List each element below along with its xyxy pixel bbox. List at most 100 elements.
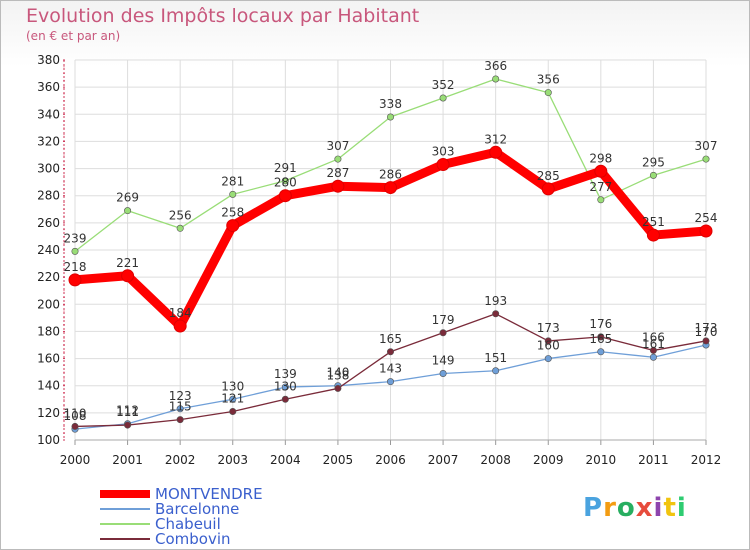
data-label: 160 (537, 339, 560, 353)
data-label: 307 (326, 139, 349, 153)
series-chabeuil (71, 75, 710, 255)
data-point (71, 422, 79, 430)
data-label: 184 (169, 306, 192, 320)
data-label: 121 (221, 392, 244, 406)
data-point (597, 196, 605, 204)
data-label: 251 (642, 215, 665, 229)
y-tick-label: 140 (37, 379, 60, 393)
chart-subtitle: (en € et par an) (26, 29, 120, 43)
data-label: 286 (379, 168, 402, 182)
series-combovin (71, 310, 710, 430)
data-label: 338 (379, 97, 402, 111)
data-point (492, 310, 500, 318)
data-point (176, 405, 184, 413)
x-tick-label: 2007 (428, 453, 459, 467)
series-layer (68, 75, 713, 433)
data-label: 298 (589, 151, 612, 165)
data-point (176, 224, 184, 232)
axes: 100 120 140 160 180 200 220 240 260 280 300 320 340 3… (37, 53, 721, 467)
legend-entry: Barcelonne (155, 500, 239, 518)
data-point (594, 164, 608, 178)
proxiti-logo: Proxiti (583, 493, 687, 523)
data-label: 151 (484, 351, 507, 365)
data-point (702, 337, 710, 345)
legend-entry: Chabeuil (155, 515, 221, 533)
data-label: 307 (695, 139, 718, 153)
logo-letter: o (617, 493, 636, 523)
data-point (436, 158, 450, 171)
data-label: 179 (432, 313, 455, 327)
x-tick-label: 2003 (217, 453, 248, 467)
data-label: 277 (589, 180, 612, 194)
data-point (597, 348, 605, 356)
x-tick-label: 2012 (691, 453, 722, 467)
data-point (649, 171, 657, 179)
data-point (226, 219, 240, 233)
data-label: 303 (432, 145, 455, 159)
data-label: 221 (116, 256, 139, 270)
data-label: 130 (221, 379, 244, 393)
data-label: 173 (537, 321, 560, 335)
data-point (229, 395, 237, 403)
data-point (68, 273, 82, 287)
y-tick-label: 200 (37, 297, 60, 311)
data-label: 281 (221, 174, 244, 188)
logo-letter: i (677, 493, 687, 523)
data-point (334, 384, 342, 392)
data-point (492, 75, 500, 83)
data-point (334, 155, 342, 163)
legend-entry: Combovin (155, 530, 231, 548)
data-label: 143 (379, 362, 402, 376)
series-barcelonne (71, 341, 710, 433)
data-point (649, 346, 657, 354)
data-point (386, 113, 394, 121)
data-point (124, 421, 132, 429)
data-label: 176 (589, 317, 612, 331)
data-label: 161 (642, 337, 665, 351)
data-label: 166 (642, 330, 665, 344)
data-label: 165 (379, 332, 402, 346)
data-point (229, 407, 237, 415)
y-tick-label: 220 (37, 270, 60, 284)
data-label: 280 (274, 176, 297, 190)
data-point (649, 353, 657, 361)
x-tick-label: 2006 (375, 453, 406, 467)
data-point (281, 395, 289, 403)
data-label: 312 (484, 132, 507, 146)
data-point (439, 94, 447, 102)
x-tick-label: 2009 (533, 453, 564, 467)
logo-text: Proxiti (583, 493, 687, 523)
data-label: 111 (116, 405, 139, 419)
x-tick-label: 2001 (112, 453, 143, 467)
data-label: 130 (274, 379, 297, 393)
data-label: 366 (484, 59, 507, 73)
data-point (384, 181, 397, 195)
data-point (281, 383, 289, 391)
data-label: 291 (274, 161, 297, 175)
data-point (439, 329, 447, 337)
data-point (439, 369, 447, 377)
data-label: 193 (484, 294, 507, 308)
data-point (71, 247, 79, 255)
y-tick-label: 280 (37, 189, 60, 203)
x-tick-label: 2005 (323, 453, 354, 467)
data-point (489, 145, 503, 159)
data-point (702, 155, 710, 163)
data-label: 139 (274, 367, 297, 381)
data-label: 149 (432, 354, 455, 368)
data-label: 258 (221, 206, 244, 220)
data-label: 239 (64, 231, 87, 245)
data-label: 138 (326, 368, 349, 382)
y-tick-label: 120 (37, 406, 60, 420)
x-tick-label: 2004 (270, 453, 301, 467)
data-label: 123 (169, 389, 192, 403)
logo-letter: i (654, 493, 664, 523)
data-label: 218 (64, 260, 87, 274)
data-point (544, 355, 552, 363)
data-point (541, 182, 555, 196)
data-label: 269 (116, 191, 139, 205)
data-point (646, 228, 660, 242)
logo-letter: t (663, 493, 676, 523)
y-tick-label: 100 (37, 433, 60, 447)
